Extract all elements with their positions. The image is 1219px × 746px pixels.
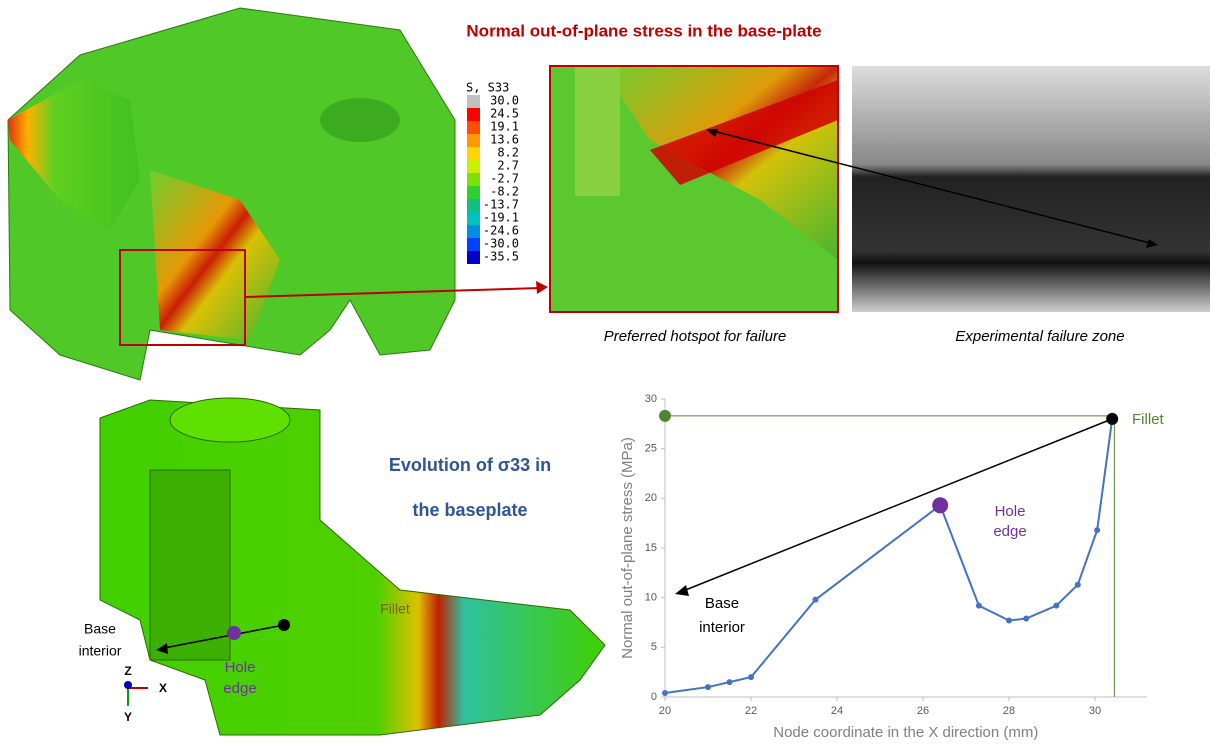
data-point	[1006, 618, 1012, 624]
data-point	[705, 684, 711, 690]
evolution-2: the baseplate	[412, 500, 527, 520]
series-line	[665, 419, 1112, 693]
hotspot: Preferred hotspot for failure	[604, 328, 787, 345]
figure-svg: Normal out-of-plane stress in the base-p…	[0, 0, 1219, 746]
legend-swatch	[467, 251, 480, 264]
data-point	[1053, 603, 1059, 609]
1: 22	[745, 705, 757, 717]
legend-swatch	[467, 238, 480, 251]
base-2: interior	[699, 619, 745, 636]
data-point	[748, 674, 754, 680]
data-point	[1094, 527, 1100, 533]
evolution-1: Evolution of σ33 in	[389, 455, 551, 475]
legend-swatch	[467, 199, 480, 212]
base-1: Base	[705, 595, 739, 612]
hole-1: Hole	[995, 503, 1026, 520]
1: 5	[651, 641, 657, 653]
fillet: Fillet	[380, 601, 410, 617]
1: 24.5	[490, 107, 519, 121]
3: 13.6	[490, 133, 519, 147]
7: -8.2	[490, 185, 519, 199]
base-1: Base	[84, 621, 116, 637]
legend-swatch	[467, 212, 480, 225]
legend-swatch	[467, 160, 480, 173]
2: 24	[831, 705, 843, 717]
3: 15	[645, 542, 657, 554]
zoom-image	[550, 66, 838, 312]
data-point	[662, 690, 668, 696]
experiment: Experimental failure zone	[955, 328, 1124, 345]
legend-swatch	[467, 134, 480, 147]
figure: Normal out-of-plane stress in the base-p…	[0, 0, 1219, 746]
hole-2: edge	[993, 523, 1026, 540]
6: 30	[645, 393, 657, 405]
axis-z: Z	[124, 664, 131, 678]
6: -2.7	[490, 172, 519, 186]
data-point	[813, 597, 819, 603]
5: 30	[1089, 705, 1101, 717]
baseplate-model	[100, 398, 605, 735]
title: Normal out-of-plane stress in the base-p…	[466, 21, 821, 40]
data-point	[932, 497, 948, 513]
4: 8.2	[497, 146, 519, 160]
legend-swatch	[467, 173, 480, 186]
11: -30.0	[483, 237, 519, 251]
3: 26	[917, 705, 929, 717]
4: 20	[645, 492, 657, 504]
x-label: Node coordinate in the X direction (mm)	[773, 724, 1038, 741]
hole-1: Hole	[225, 659, 256, 676]
5: 2.7	[497, 159, 519, 173]
legend-swatch	[467, 147, 480, 160]
10: -24.6	[483, 224, 519, 238]
4: 28	[1003, 705, 1015, 717]
8: -13.7	[483, 198, 519, 212]
5: 25	[645, 443, 657, 455]
y-label: Normal out-of-plane stress (MPa)	[619, 437, 636, 659]
axis-y: Y	[124, 710, 132, 724]
legend-swatch	[467, 95, 480, 108]
data-point	[1023, 616, 1029, 622]
0: 20	[659, 705, 671, 717]
legend-swatch	[467, 225, 480, 238]
12: -35.5	[483, 250, 519, 264]
hole-2: edge	[223, 680, 256, 697]
9: -19.1	[483, 211, 519, 225]
data-point	[976, 603, 982, 609]
legend-swatch	[467, 121, 480, 134]
arrowhead	[675, 585, 689, 596]
2: 10	[645, 592, 657, 604]
arrow	[683, 419, 1112, 591]
axis-x: X	[159, 681, 167, 695]
fillet: Fillet	[1132, 411, 1165, 428]
reference-point	[659, 410, 671, 422]
data-point	[727, 679, 733, 685]
0: 30.0	[490, 94, 519, 108]
base-2: interior	[79, 643, 122, 659]
legend-swatch	[467, 108, 480, 121]
legend-swatch	[467, 186, 480, 199]
label: S, S33	[466, 81, 509, 95]
data-point	[1075, 582, 1081, 588]
2: 19.1	[490, 120, 519, 134]
0: 0	[651, 691, 657, 703]
